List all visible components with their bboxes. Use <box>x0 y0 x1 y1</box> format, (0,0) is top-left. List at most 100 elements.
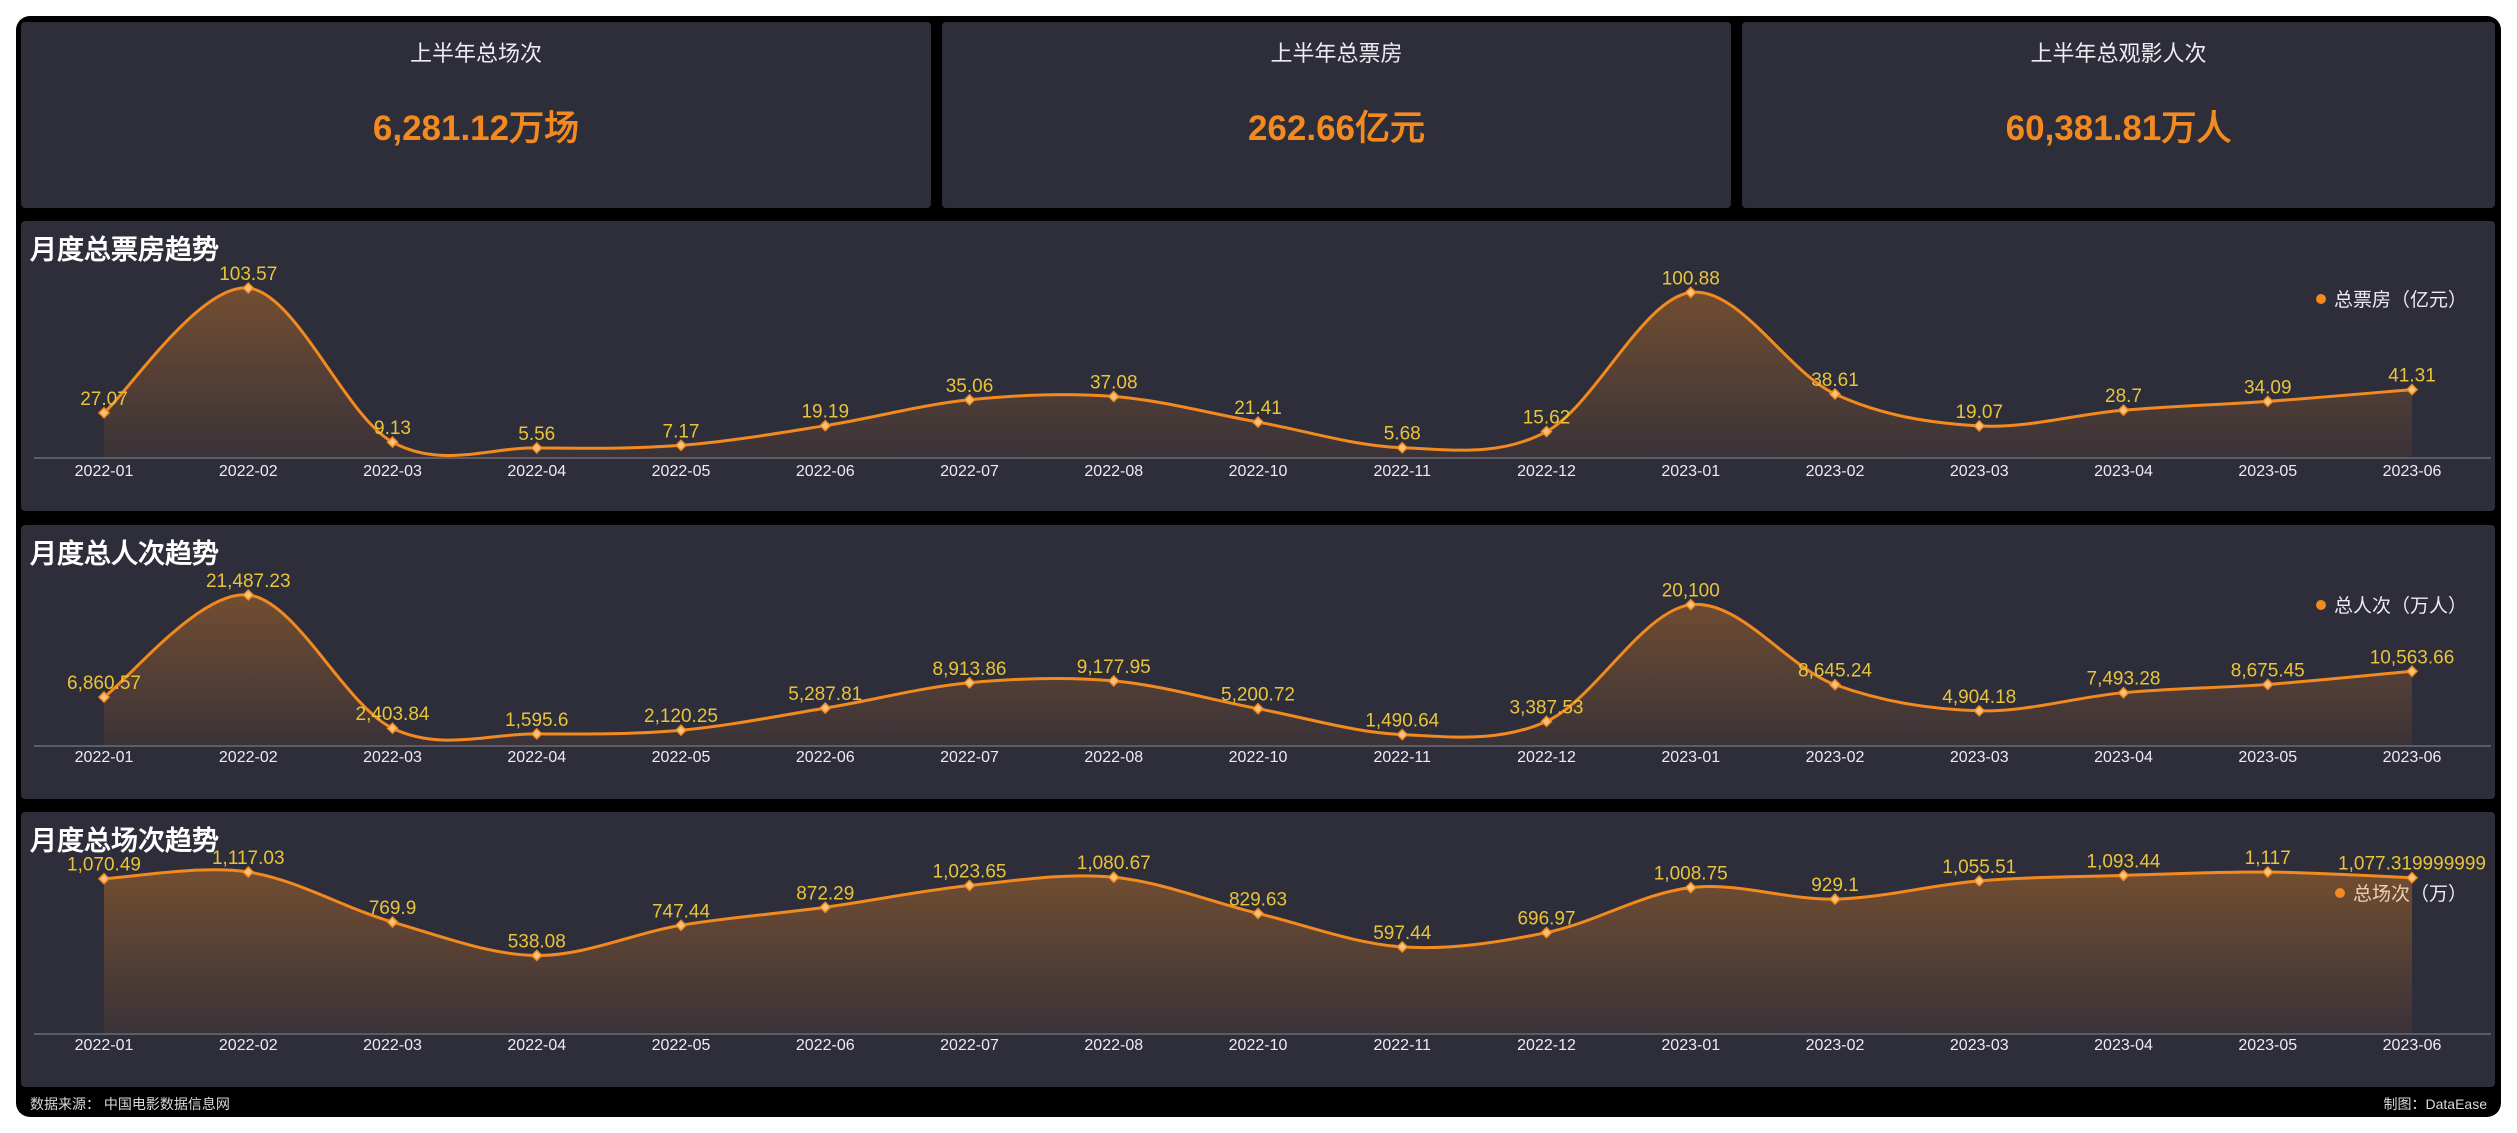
data-point[interactable] <box>2405 665 2419 678</box>
data-point[interactable] <box>242 865 255 879</box>
data-point[interactable] <box>963 393 976 406</box>
data-point[interactable] <box>1540 926 1553 939</box>
data-point[interactable] <box>386 722 399 735</box>
data-point[interactable] <box>97 872 111 885</box>
data-point[interactable] <box>1396 441 1409 454</box>
data-label: 929.1 <box>1811 875 1859 896</box>
chart-legend[interactable]: 总票房（亿元） <box>2315 285 2467 312</box>
data-point[interactable] <box>530 949 543 962</box>
data-label: 6,860.57 <box>67 673 141 694</box>
data-label: 4,904.18 <box>1942 687 2016 708</box>
x-tick-label: 2023-04 <box>2094 749 2153 766</box>
data-label: 1,055.51 <box>1942 857 2016 878</box>
data-point[interactable] <box>2117 869 2130 882</box>
data-point[interactable] <box>1973 419 1986 432</box>
data-point[interactable] <box>1396 940 1409 953</box>
data-point[interactable] <box>1973 874 1986 887</box>
data-point[interactable] <box>2261 678 2274 691</box>
x-tick-label: 2022-12 <box>1517 749 1576 766</box>
data-label: 1,117.03 <box>212 848 285 869</box>
series-area <box>104 594 2412 745</box>
data-label: 19.07 <box>1955 402 2003 423</box>
data-label: 8,913.86 <box>933 659 1007 680</box>
data-label: 1,077.319999999 <box>2338 854 2486 875</box>
data-point[interactable] <box>2261 865 2274 879</box>
data-point[interactable] <box>674 919 688 932</box>
kpi-card-attendance: 上半年总观影人次 60,381.81万人 <box>1742 22 2495 208</box>
chart-credit: 制图：DataEase <box>2383 1096 2487 1112</box>
data-point[interactable] <box>1540 425 1553 438</box>
data-point[interactable] <box>1828 678 1842 691</box>
data-point[interactable] <box>1973 704 1986 717</box>
data-point[interactable] <box>1251 416 1265 429</box>
x-tick-label: 2023-03 <box>1950 463 2009 480</box>
data-point[interactable] <box>1251 702 1265 715</box>
data-point[interactable] <box>1540 715 1553 728</box>
kpi-card-screenings: 上半年总场次 6,281.12万场 <box>21 22 931 208</box>
x-tick-label: 2023-01 <box>1661 1037 1720 1054</box>
data-point[interactable] <box>386 436 399 449</box>
data-point[interactable] <box>242 588 255 602</box>
x-tick-label: 2022-02 <box>219 463 278 480</box>
data-point[interactable] <box>1107 871 1120 884</box>
data-label: 696.97 <box>1517 909 1575 930</box>
legend-label: 总人次（万人） <box>2333 596 2467 617</box>
data-label: 1,490.64 <box>1365 711 1439 732</box>
data-label: 1,595.6 <box>505 710 568 731</box>
data-point[interactable] <box>819 419 832 432</box>
data-label: 20,100 <box>1662 581 1720 602</box>
data-label: 2,120.25 <box>644 706 718 727</box>
data-point[interactable] <box>1684 286 1697 299</box>
data-point[interactable] <box>530 727 543 740</box>
data-point[interactable] <box>530 441 543 454</box>
data-label: 1,008.75 <box>1654 864 1728 885</box>
data-point[interactable] <box>819 901 832 914</box>
chart-title: 月度总人次趋势 <box>30 539 219 569</box>
data-point[interactable] <box>2261 395 2274 408</box>
chart-panel-screenings: 月度总场次趋势 总场次（万） 1,070.492022-011,117.0320… <box>21 812 2495 1087</box>
data-label: 1,093.44 <box>2087 851 2161 872</box>
x-tick-label: 2022-08 <box>1084 1037 1143 1054</box>
x-tick-label: 2022-05 <box>652 463 711 480</box>
x-tick-label: 2023-05 <box>2238 1037 2297 1054</box>
x-tick-label: 2022-10 <box>1229 749 1288 766</box>
chart-legend[interactable]: 总人次（万人） <box>2315 591 2467 618</box>
kpi-title: 上半年总观影人次 <box>2030 41 2207 66</box>
chart-panel-boxoffice: 月度总票房趋势 总票房（亿元） 27.07 2022-01 103.57 2022-0… <box>21 221 2495 511</box>
x-tick-label: 2023-02 <box>1806 1037 1865 1054</box>
x-tick-label: 2022-01 <box>75 749 134 766</box>
data-point[interactable] <box>1107 390 1120 403</box>
data-point[interactable] <box>2117 686 2130 699</box>
data-point[interactable] <box>2405 871 2419 884</box>
data-label: 1,080.67 <box>1077 853 1151 874</box>
data-point[interactable] <box>674 439 688 452</box>
data-point[interactable] <box>1684 598 1697 611</box>
data-label: 3,387.53 <box>1510 697 1584 718</box>
data-point[interactable] <box>963 879 976 892</box>
x-tick-label: 2023-06 <box>2383 749 2442 766</box>
chart-panel-attendance: 月度总人次趋势 总人次（万人） 6,860.57 2022-01 21,487.23… <box>21 525 2495 799</box>
data-point[interactable] <box>386 915 399 929</box>
data-label: 5.68 <box>1384 424 1421 445</box>
x-tick-label: 2022-12 <box>1517 463 1576 480</box>
data-label: 21,487.23 <box>206 571 291 592</box>
data-point[interactable] <box>242 281 255 295</box>
data-label: 103.57 <box>219 264 277 285</box>
data-point[interactable] <box>963 676 976 689</box>
x-tick-label: 2023-03 <box>1950 749 2009 766</box>
data-point[interactable] <box>674 724 688 737</box>
data-point[interactable] <box>1251 907 1265 920</box>
data-label: 100.88 <box>1662 268 1720 289</box>
data-point[interactable] <box>1396 728 1409 741</box>
data-point[interactable] <box>97 691 111 704</box>
data-point[interactable] <box>819 702 832 715</box>
data-point[interactable] <box>1684 881 1697 894</box>
data-point[interactable] <box>1828 387 1842 401</box>
data-point[interactable] <box>1828 893 1842 906</box>
data-point[interactable] <box>2117 404 2130 417</box>
data-point[interactable] <box>97 406 111 419</box>
data-point[interactable] <box>2405 383 2419 396</box>
x-tick-label: 2023-01 <box>1661 463 1720 480</box>
data-label: 19.19 <box>801 402 849 423</box>
data-point[interactable] <box>1107 674 1120 687</box>
